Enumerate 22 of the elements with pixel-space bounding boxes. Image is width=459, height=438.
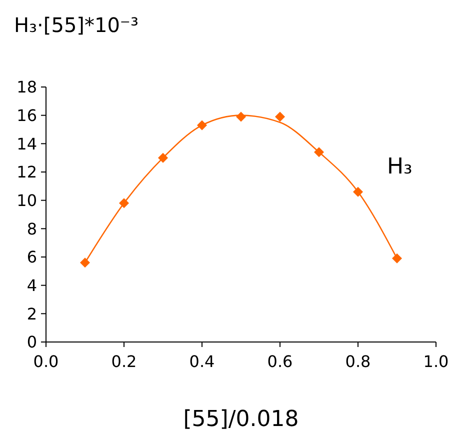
x-tick-label: 0.8 [345, 352, 371, 371]
y-tick-label: 14 [16, 134, 37, 154]
x-tick-label: 0.0 [33, 352, 59, 371]
y-tick-label: 18 [16, 78, 37, 97]
y-tick-label: 10 [16, 190, 37, 210]
y-tick-label: 2 [26, 304, 37, 324]
series-label: H₃ [387, 154, 412, 180]
x-tick-label: 0.6 [267, 352, 293, 371]
point [392, 253, 402, 264]
x-axis-title: [55]/0.018 [183, 407, 299, 432]
y-tick-label: 12 [16, 162, 37, 182]
y-tick-label: 16 [16, 106, 37, 125]
chart-title: H₃·[55]*10⁻³ [14, 13, 138, 37]
x-tick-label: 0.4 [189, 352, 215, 371]
y-tick-label: 0 [26, 332, 37, 352]
x-tick-label: 0.2 [111, 352, 137, 371]
y-tick-label: 4 [26, 276, 37, 295]
y-tick-label: 6 [26, 248, 37, 267]
x-tick-label: 1.0 [423, 352, 449, 371]
point [275, 112, 285, 122]
y-tick-label: 8 [26, 219, 37, 238]
point [80, 258, 90, 268]
